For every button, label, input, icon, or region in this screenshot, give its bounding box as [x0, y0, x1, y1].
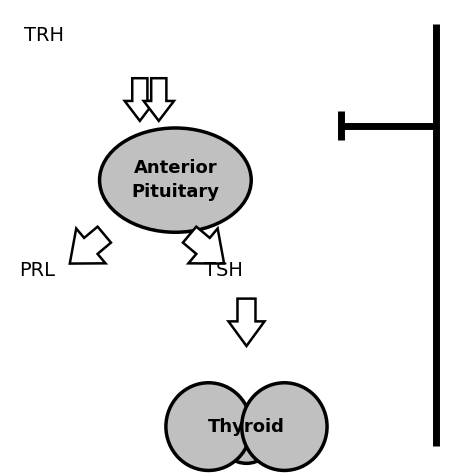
Text: Anterior
Pituitary: Anterior Pituitary [131, 159, 219, 201]
Ellipse shape [166, 383, 251, 470]
Text: -: - [378, 111, 390, 140]
Text: PRL: PRL [19, 261, 55, 280]
Ellipse shape [223, 423, 270, 464]
Polygon shape [228, 299, 264, 346]
Text: TSH: TSH [204, 261, 243, 280]
Text: Thyroid: Thyroid [208, 418, 285, 436]
Text: TRH: TRH [24, 26, 64, 45]
Ellipse shape [100, 128, 251, 232]
Polygon shape [183, 227, 224, 264]
Ellipse shape [242, 383, 327, 470]
Polygon shape [125, 78, 155, 121]
Polygon shape [144, 78, 174, 121]
Polygon shape [70, 227, 111, 264]
